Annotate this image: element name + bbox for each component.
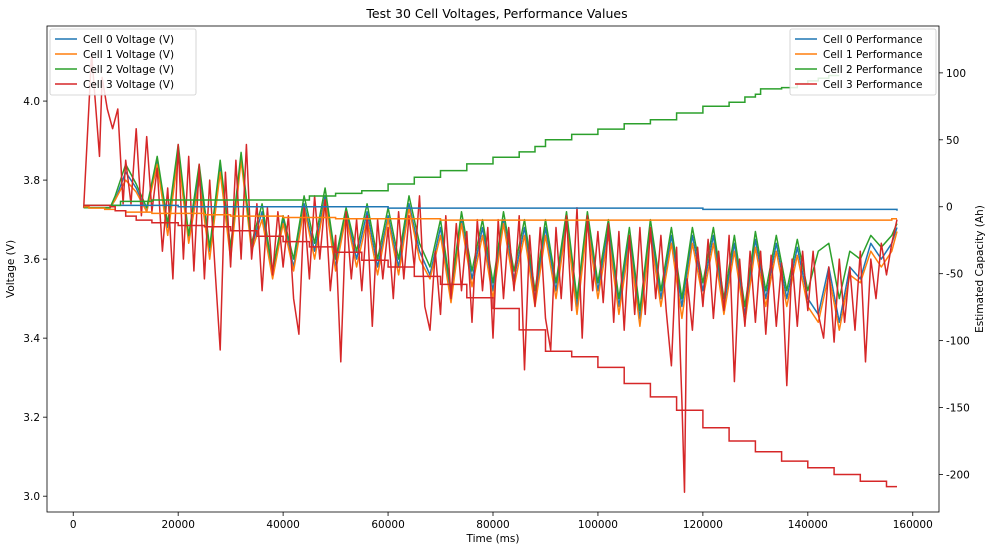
series-line-cell-2-performance: [83, 74, 840, 207]
x-tick-label: 60000: [371, 519, 404, 531]
y-left-tick-label: 4.0: [23, 96, 40, 108]
x-tick-label: 20000: [161, 519, 194, 531]
legend-label-cell-0-voltage-v: Cell 0 Voltage (V): [83, 34, 174, 46]
legend-label-cell-3-voltage-v: Cell 3 Voltage (V): [83, 79, 174, 91]
plot-area: [46, 25, 940, 513]
series-line-cell-3-voltage-v: [82, 52, 898, 493]
y-right-tick-label: 0: [946, 202, 953, 214]
x-tick-label: 160000: [893, 519, 933, 531]
y-right-tick-label: -200: [946, 470, 970, 482]
y-right-tick-label: 100: [946, 68, 966, 80]
legend-voltage: Cell 0 Voltage (V) Cell 1 Voltage (V) Cell…: [49, 28, 197, 96]
y-right-tick-label: -150: [946, 403, 970, 415]
series-line-cell-3-performance: [83, 204, 897, 488]
y-right-tick-label: -100: [946, 336, 970, 348]
performance-series-group: [83, 74, 898, 488]
chart-title: Test 30 Cell Voltages, Performance Value…: [365, 6, 627, 21]
legend-label-cell-1-voltage-v: Cell 1 Voltage (V): [83, 49, 174, 61]
x-axis: 0 20000 40000 60000 80000 100000 120000 140000 1…: [70, 512, 933, 531]
y-left-tick-label: 3.8: [23, 175, 40, 187]
series-line-cell-2-voltage-v: [83, 143, 898, 312]
legend-box: [49, 28, 197, 96]
x-tick-label: 140000: [788, 519, 828, 531]
x-tick-label: 100000: [578, 519, 618, 531]
y-left-tick-label: 3.0: [23, 491, 40, 503]
legend-label-cell-1-performance: Cell 1 Performance: [823, 49, 923, 61]
y-left-tick-label: 3.6: [23, 254, 40, 266]
y-axis-right: -200 -150 -100 -50 0 50 100: [939, 68, 970, 482]
legend-label-cell-2-performance: Cell 2 Performance: [823, 64, 923, 76]
x-tick-label: 120000: [683, 519, 723, 531]
y-axis-right-label: Estimated Capacity (Ah): [974, 205, 986, 333]
x-tick-label: 40000: [266, 519, 299, 531]
y-axis-left: 3.0 3.2 3.4 3.6 3.8 4.0: [23, 96, 47, 503]
voltage-series-group: [82, 52, 898, 493]
y-left-tick-label: 3.2: [23, 412, 40, 424]
y-right-tick-label: 50: [946, 135, 959, 147]
y-right-tick-label: -50: [946, 269, 963, 281]
plot-background: [47, 26, 939, 512]
x-tick-label: 0: [70, 519, 77, 531]
y-left-tick-label: 3.4: [23, 333, 40, 345]
series-line-cell-0-performance: [83, 204, 898, 211]
y-axis-left-label: Voltage (V): [5, 240, 17, 298]
legend-box: [789, 28, 937, 96]
x-tick-label: 80000: [476, 519, 509, 531]
legend-label-cell-0-performance: Cell 0 Performance: [823, 34, 923, 46]
legend-label-cell-2-voltage-v: Cell 2 Voltage (V): [83, 64, 174, 76]
legend-label-cell-3-performance: Cell 3 Performance: [823, 79, 923, 91]
x-axis-label: Time (ms): [466, 533, 520, 545]
legend-performance: Cell 0 Performance Cell 1 Performance Cell…: [789, 28, 937, 96]
